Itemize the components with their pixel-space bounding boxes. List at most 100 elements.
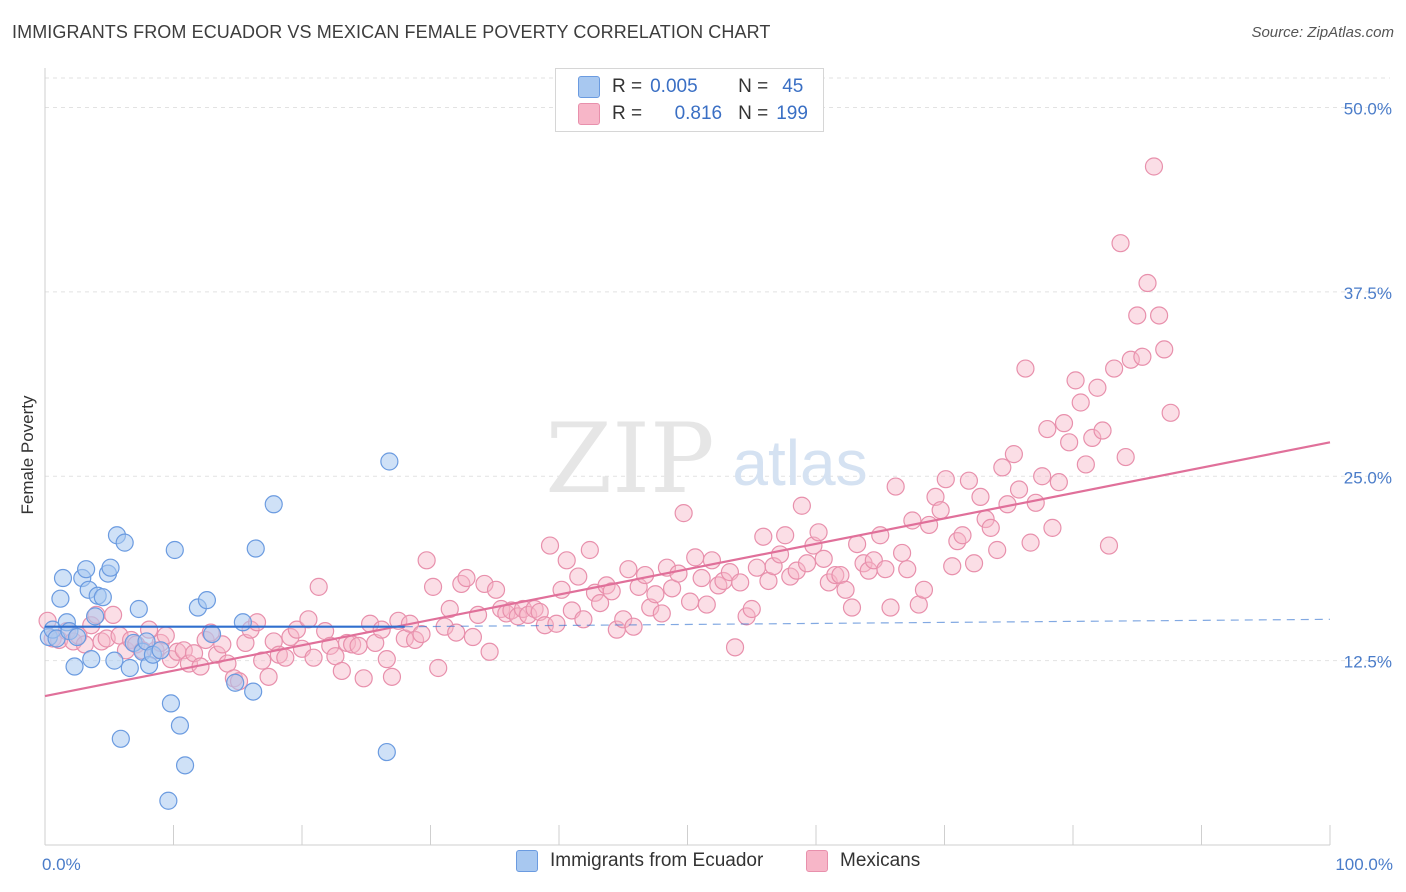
mexicans-point (349, 636, 368, 655)
ecuador-point (93, 588, 112, 607)
mexicans-point (304, 648, 323, 667)
mexicans-point (953, 526, 972, 545)
bottom-legend-ecuador[interactable]: Immigrants from Ecuador (516, 850, 763, 872)
mexicans-point (646, 585, 665, 604)
y-tick-label: 37.5% (1344, 284, 1392, 303)
mexicans-point (943, 557, 962, 576)
ecuador-point (170, 716, 190, 735)
mexicans-point (1149, 306, 1169, 325)
ecuador-trendline-extension (404, 618, 1331, 628)
mexicans-point (1054, 414, 1074, 433)
mexicans-point (287, 620, 306, 639)
bottom-legend-label-ecuador: Immigrants from Ecuador (550, 850, 764, 871)
mexicans-point (299, 610, 318, 629)
mexicans-point (377, 650, 396, 669)
mexicans-point (993, 458, 1012, 477)
ecuador-point (86, 607, 105, 626)
mexicans-point (826, 565, 845, 585)
mexicans-point (104, 605, 123, 625)
mexicans-point (1021, 533, 1040, 552)
ecuador-point (161, 694, 181, 713)
mexicans-point (580, 540, 599, 560)
ecuador-point (129, 599, 148, 619)
mexicans-point (614, 610, 633, 629)
mexicans-point (1161, 403, 1180, 422)
mexicans-point (1121, 350, 1140, 369)
ecuador-point (51, 589, 70, 608)
mexicans-point (776, 526, 795, 545)
ecuador-point (68, 627, 87, 647)
mexicans-point (429, 658, 448, 678)
bottom-legend-swatch-ecuador (516, 850, 538, 872)
legend-r-label: R = (612, 76, 643, 97)
mexicans-point (475, 574, 494, 594)
mexicans-point (971, 487, 990, 506)
mexicans-point (1009, 480, 1029, 499)
legend-swatch-mexicans (578, 103, 600, 125)
mexicans-point (1138, 273, 1157, 293)
x-tick-label: 100.0% (1335, 855, 1393, 874)
mexicans-point (281, 627, 300, 647)
mexicans-point (680, 592, 700, 611)
mexicans-point (948, 532, 967, 551)
legend-n-value: 45 (782, 76, 804, 97)
mexicans-point (1128, 306, 1147, 325)
mexicans-point (764, 557, 783, 576)
legend-r-label: R = (612, 103, 643, 124)
mexicans-point (309, 577, 328, 596)
mexicans-point (619, 560, 638, 579)
mexicans-point (1093, 421, 1112, 440)
bottom-legend-label-mexicans: Mexicans (840, 850, 921, 871)
mexicans-point (842, 598, 862, 617)
mexicans-point (1099, 536, 1119, 555)
trend-layer (44, 441, 1331, 698)
y-tick-label: 50.0% (1344, 100, 1392, 119)
watermark-atlas: atlas (732, 427, 867, 499)
ecuador-point (101, 558, 120, 577)
bottom-legend-swatch-mexicans (806, 850, 828, 872)
mexicans-point (1144, 157, 1164, 176)
legend-n-value: 199 (776, 103, 808, 124)
mexicans-point (876, 560, 895, 579)
mexicans-point (742, 599, 761, 619)
ecuador-point (202, 624, 222, 644)
mexicans-point (1155, 340, 1174, 359)
mexicans-point (486, 580, 506, 599)
chart-title: IMMIGRANTS FROM ECUADOR VS MEXICAN FEMAL… (12, 22, 771, 42)
mexicans-point (423, 577, 443, 596)
mexicans-point (1060, 433, 1079, 452)
mexicans-point (574, 610, 593, 629)
mexicans-point (692, 568, 711, 588)
ecuador-point (165, 540, 184, 560)
legend-row-ecuador: R = 0.005 N = 45 (578, 74, 803, 100)
mexicans-point (836, 580, 855, 599)
ecuador-point (233, 613, 252, 632)
mexicans-point (919, 515, 939, 535)
mexicans-point (525, 599, 544, 619)
legend-r-value: 0.005 (650, 76, 698, 97)
grid-layer (45, 77, 1390, 662)
bottom-legend-mexicans[interactable]: Mexicans (806, 850, 920, 872)
ecuador-point (77, 560, 96, 579)
mexicans-point (332, 661, 351, 681)
ecuador-point (120, 658, 139, 678)
ecuador-point (151, 641, 170, 660)
mexicans-point (1038, 419, 1057, 439)
mexicans-point (686, 548, 705, 567)
mexicans-point (1111, 234, 1130, 253)
mexicans-point (540, 536, 560, 555)
mexicans-point (417, 551, 436, 570)
ecuador-point (244, 682, 263, 701)
ecuador-points (39, 452, 399, 810)
mexicans-point (1133, 347, 1152, 366)
mexicans-point (886, 477, 905, 496)
mexicans-point (697, 595, 716, 614)
mexicans-point (440, 599, 459, 619)
mexicans-point (731, 573, 750, 592)
mexicans-point (382, 667, 402, 686)
mexicans-point (569, 567, 588, 586)
mexicans-point (1049, 473, 1068, 492)
ecuador-point (159, 791, 178, 810)
mexicans-point (797, 554, 817, 573)
mexicans-point (1004, 445, 1023, 464)
